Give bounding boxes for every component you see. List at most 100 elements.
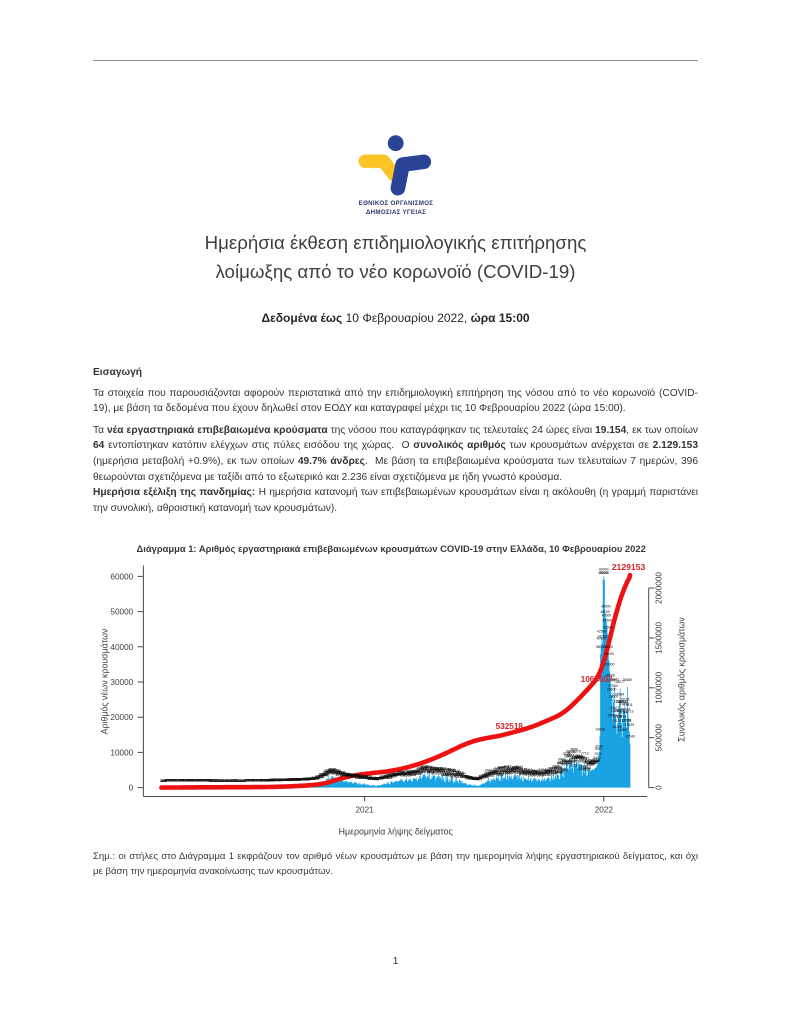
svg-text:20264: 20264 bbox=[621, 708, 631, 712]
svg-text:73: 73 bbox=[173, 779, 177, 783]
svg-text:84: 84 bbox=[197, 779, 201, 783]
svg-text:2279: 2279 bbox=[538, 771, 546, 775]
svg-text:2317: 2317 bbox=[547, 771, 555, 775]
svg-text:31: 31 bbox=[242, 779, 246, 783]
svg-text:3551: 3551 bbox=[498, 766, 506, 770]
svg-text:16: 16 bbox=[160, 779, 164, 783]
svg-text:1282: 1282 bbox=[459, 774, 467, 778]
svg-text:107: 107 bbox=[260, 779, 266, 783]
svg-text:818: 818 bbox=[379, 776, 385, 780]
svg-text:3336: 3336 bbox=[508, 767, 516, 771]
svg-text:2401: 2401 bbox=[333, 770, 341, 774]
svg-text:829: 829 bbox=[381, 776, 387, 780]
svg-text:1709: 1709 bbox=[341, 773, 349, 777]
svg-text:1829: 1829 bbox=[408, 772, 416, 776]
svg-text:18286: 18286 bbox=[613, 715, 623, 719]
svg-text:32: 32 bbox=[211, 779, 215, 783]
svg-text:3994: 3994 bbox=[554, 765, 562, 769]
svg-text:47: 47 bbox=[205, 779, 209, 783]
svg-text:28: 28 bbox=[219, 779, 223, 783]
svg-text:1580: 1580 bbox=[384, 773, 392, 777]
svg-text:29: 29 bbox=[221, 779, 225, 783]
svg-text:42: 42 bbox=[168, 779, 172, 783]
svg-text:28: 28 bbox=[226, 779, 230, 783]
svg-text:1523: 1523 bbox=[483, 774, 491, 778]
svg-text:598: 598 bbox=[474, 777, 480, 781]
svg-text:1623: 1623 bbox=[546, 773, 554, 777]
svg-text:3258: 3258 bbox=[559, 767, 567, 771]
svg-text:567: 567 bbox=[309, 777, 315, 781]
svg-text:934: 934 bbox=[318, 776, 324, 780]
svg-text:1944: 1944 bbox=[413, 772, 421, 776]
svg-text:579: 579 bbox=[311, 777, 317, 781]
svg-text:20677: 20677 bbox=[610, 706, 620, 710]
svg-text:114: 114 bbox=[184, 779, 190, 783]
svg-text:87: 87 bbox=[175, 779, 179, 783]
svg-text:54: 54 bbox=[200, 779, 204, 783]
svg-text:108: 108 bbox=[184, 779, 190, 783]
svg-text:283: 283 bbox=[291, 778, 297, 782]
svg-text:22: 22 bbox=[241, 779, 245, 783]
svg-text:634: 634 bbox=[377, 777, 383, 781]
svg-text:30000: 30000 bbox=[110, 678, 133, 687]
svg-text:2481: 2481 bbox=[509, 770, 517, 774]
svg-text:112: 112 bbox=[262, 779, 268, 783]
svg-text:2201: 2201 bbox=[536, 771, 544, 775]
svg-text:492: 492 bbox=[470, 777, 476, 781]
svg-text:44: 44 bbox=[166, 779, 170, 783]
svg-text:2778: 2778 bbox=[527, 769, 535, 773]
svg-text:15929: 15929 bbox=[625, 723, 635, 727]
svg-text:2511: 2511 bbox=[411, 770, 418, 774]
svg-text:404: 404 bbox=[301, 777, 307, 781]
svg-text:3328: 3328 bbox=[436, 767, 444, 771]
svg-text:8378: 8378 bbox=[573, 749, 581, 753]
svg-text:2570: 2570 bbox=[521, 770, 529, 774]
svg-text:84: 84 bbox=[253, 779, 257, 783]
svg-text:1761: 1761 bbox=[394, 773, 402, 777]
svg-text:102: 102 bbox=[191, 779, 197, 783]
svg-text:33: 33 bbox=[165, 779, 169, 783]
svg-text:50000: 50000 bbox=[110, 608, 133, 617]
svg-text:1969: 1969 bbox=[342, 772, 350, 776]
svg-text:310: 310 bbox=[296, 778, 302, 782]
svg-text:30: 30 bbox=[211, 779, 215, 783]
svg-text:2247: 2247 bbox=[398, 771, 406, 775]
svg-text:3499: 3499 bbox=[495, 767, 503, 771]
svg-text:24: 24 bbox=[232, 779, 236, 783]
svg-text:29: 29 bbox=[235, 779, 239, 783]
svg-text:2285: 2285 bbox=[331, 771, 339, 775]
svg-text:2363: 2363 bbox=[521, 771, 529, 775]
svg-text:2297: 2297 bbox=[549, 771, 557, 775]
svg-text:5261: 5261 bbox=[567, 760, 575, 764]
svg-text:402: 402 bbox=[297, 777, 303, 781]
svg-text:2060: 2060 bbox=[484, 772, 492, 776]
svg-text:6881: 6881 bbox=[565, 755, 573, 759]
svg-text:40: 40 bbox=[210, 779, 214, 783]
svg-text:1221: 1221 bbox=[344, 775, 352, 779]
svg-text:1008: 1008 bbox=[381, 775, 389, 779]
svg-text:2758: 2758 bbox=[522, 769, 530, 773]
svg-text:3984: 3984 bbox=[515, 765, 523, 769]
svg-text:1054: 1054 bbox=[478, 775, 486, 779]
svg-text:77: 77 bbox=[254, 779, 258, 783]
svg-text:913: 913 bbox=[464, 776, 470, 780]
svg-text:918: 918 bbox=[383, 776, 389, 780]
svg-text:229: 229 bbox=[280, 778, 286, 782]
svg-text:19364: 19364 bbox=[618, 711, 628, 715]
svg-text:32: 32 bbox=[233, 779, 237, 783]
svg-text:33: 33 bbox=[164, 779, 168, 783]
svg-text:70: 70 bbox=[181, 779, 185, 783]
svg-text:25: 25 bbox=[241, 779, 245, 783]
svg-text:1940: 1940 bbox=[492, 772, 500, 776]
svg-text:570: 570 bbox=[313, 777, 319, 781]
svg-text:1514: 1514 bbox=[390, 774, 398, 778]
svg-text:2575: 2575 bbox=[422, 770, 430, 774]
svg-text:77: 77 bbox=[255, 779, 259, 783]
svg-text:30: 30 bbox=[213, 779, 217, 783]
svg-text:8000: 8000 bbox=[568, 751, 576, 755]
svg-text:2016: 2016 bbox=[407, 772, 415, 776]
svg-text:898: 898 bbox=[467, 776, 473, 780]
svg-text:3276: 3276 bbox=[552, 767, 560, 771]
svg-text:192: 192 bbox=[273, 778, 279, 782]
svg-text:63: 63 bbox=[177, 779, 181, 783]
